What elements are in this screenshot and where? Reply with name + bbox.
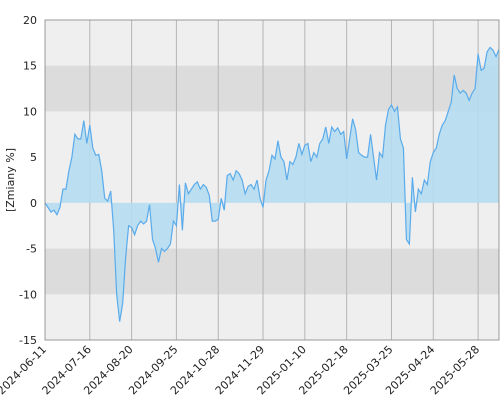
y-tick-label: -15 [19, 334, 37, 347]
y-tick-label: 0 [30, 197, 37, 210]
y-tick-label: 20 [23, 14, 37, 27]
y-tick-label: 15 [23, 60, 37, 73]
shaded-band [45, 248, 499, 295]
shaded-band [45, 65, 499, 112]
y-axis-label: [Zmiany %] [4, 148, 17, 212]
y-tick-label: 10 [23, 105, 37, 118]
y-tick-label: 5 [30, 151, 37, 164]
line [44, 46, 500, 322]
y-tick-label: -5 [26, 243, 37, 256]
area [45, 47, 499, 322]
plot-border [44, 19, 500, 341]
y-tick-label: -10 [19, 288, 37, 301]
